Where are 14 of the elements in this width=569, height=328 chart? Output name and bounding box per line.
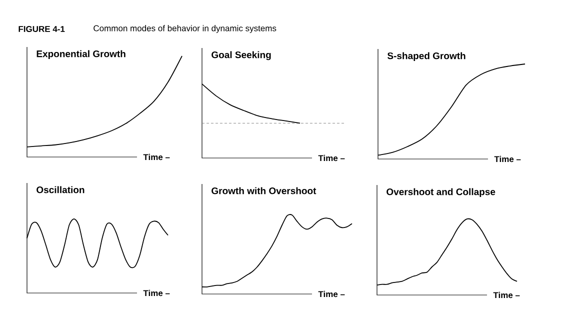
- chart-title: Overshoot and Collapse: [386, 188, 496, 198]
- caption: FIGURE 4-1: [18, 26, 65, 32]
- chart-title: Growth with Overshoot: [212, 187, 316, 194]
- chart-title: S-shaped Growth: [387, 52, 466, 62]
- chart-title: Oscillation: [36, 186, 84, 194]
- x-axis-title: Time –: [143, 154, 170, 160]
- chart-title: Goal Seeking: [212, 51, 271, 60]
- x-axis-title: Time –: [494, 156, 521, 162]
- x-axis-title: Time –: [318, 154, 345, 162]
- chart-title: Exponential Growth: [36, 50, 126, 60]
- x-axis-title: Time –: [318, 290, 345, 298]
- x-axis-title: Time –: [493, 292, 520, 298]
- x-axis-title: Time –: [143, 290, 170, 296]
- text: Common modes of behavior in dynamic systems: [94, 25, 276, 33]
